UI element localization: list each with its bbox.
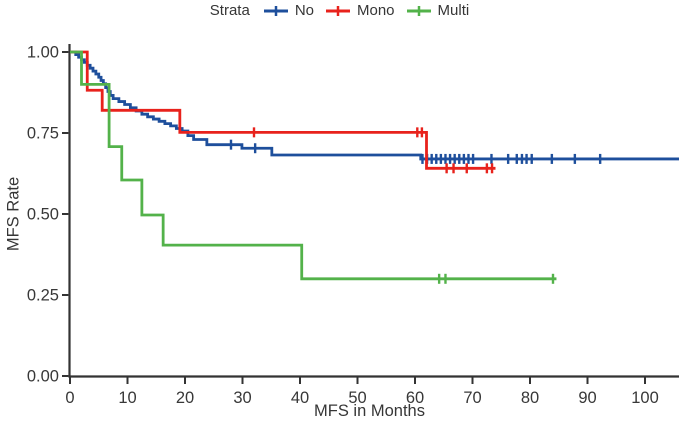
legend: Strata No Mono Multi — [0, 2, 679, 19]
x-tick-label: 50 — [348, 389, 366, 407]
x-tick-label: 80 — [521, 389, 539, 407]
y-tick-label: 0.75 — [27, 125, 59, 143]
series-mono — [70, 50, 496, 174]
y-axis-title: MFS Rate — [4, 176, 23, 252]
series-no — [70, 50, 679, 164]
legend-label-multi: Multi — [437, 2, 470, 19]
legend-item-mono: Mono — [325, 2, 395, 19]
legend-item-multi: Multi — [406, 2, 470, 19]
x-tick-label: 10 — [118, 389, 136, 407]
x-tick-label: 20 — [176, 389, 194, 407]
x-tick-label: 40 — [291, 389, 309, 407]
series-multi — [70, 50, 557, 284]
axes: 0 10 20 30 40 50 60 70 80 90 100 0.00 0.25 0.50 0.75 1.… — [27, 44, 679, 407]
legend-item-no: No — [263, 2, 314, 19]
x-tick-label: 0 — [65, 389, 74, 407]
series-mono-curve — [70, 50, 496, 170]
legend-symbol-mono — [326, 5, 350, 16]
legend-label-no: No — [294, 2, 314, 19]
y-tick-label: 0.50 — [27, 206, 59, 224]
x-tick-label: 70 — [463, 389, 481, 407]
x-tick-label: 100 — [631, 389, 659, 407]
series-no-curve — [70, 50, 679, 161]
y-tick-label: 1.00 — [27, 44, 59, 62]
x-tick-label: 60 — [406, 389, 424, 407]
legend-symbol-no — [263, 5, 288, 16]
y-tick-label: 0.00 — [27, 368, 59, 386]
y-tick-label: 0.25 — [27, 287, 59, 305]
series-multi-curve — [70, 50, 557, 281]
legend-label-mono: Mono — [357, 2, 395, 19]
legend-title: Strata — [209, 2, 250, 19]
x-axis-title: MFS in Months — [314, 402, 425, 420]
legend-symbol-multi — [406, 5, 431, 16]
x-tick-label: 90 — [578, 389, 596, 407]
x-tick-label: 30 — [233, 389, 251, 407]
